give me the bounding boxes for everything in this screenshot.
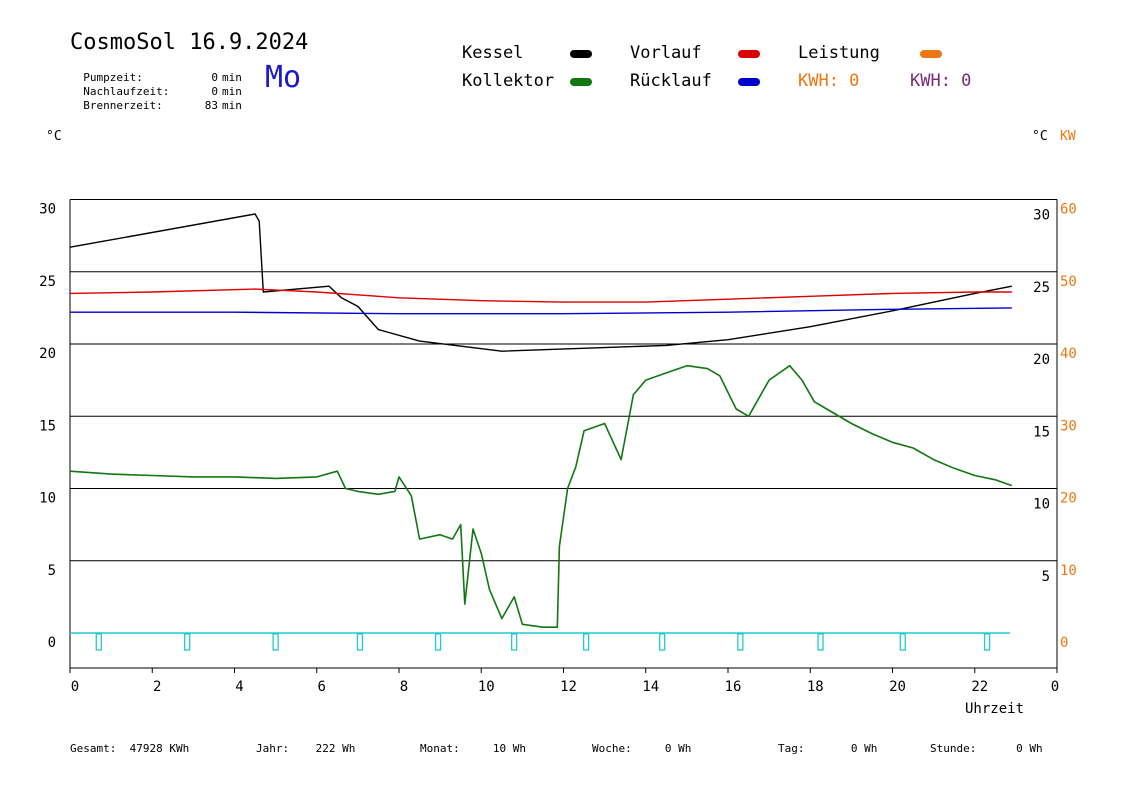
legend-kollektor-label: Kollektor (462, 71, 555, 91)
y-tick-label-right: 10 (1033, 497, 1050, 513)
y-tick-label-right: 25 (1033, 280, 1050, 296)
y-tick-label-kw: 40 (1060, 346, 1077, 362)
footer-label: Tag: (778, 742, 805, 755)
y-tick-label-right: 5 (1042, 569, 1050, 585)
footer-value: 47928 KWh (129, 742, 190, 755)
pump-marker (899, 633, 906, 651)
legend-ruecklauf-swatch (738, 78, 760, 86)
pump-marker (356, 633, 364, 651)
pump-marker (983, 633, 991, 651)
x-tick-label: 16 (725, 679, 742, 695)
stat-pumpzeit: Pumpzeit: 0 min (70, 58, 242, 84)
footer-monat: Monat: 10 Wh (420, 742, 526, 755)
y-tick-label: 15 (39, 418, 56, 434)
stat-label: Brennerzeit: (83, 99, 163, 112)
pump-marker (817, 633, 824, 651)
x-tick-label: 8 (400, 679, 408, 695)
y-tick-label: 25 (39, 274, 56, 290)
legend-ruecklauf-label: Rücklauf (630, 71, 712, 91)
legend-vorlauf-swatch (738, 50, 760, 58)
footer-value: 0 Wh (1016, 742, 1043, 755)
stat-value: 0 (211, 85, 218, 98)
x-tick-label: 18 (807, 679, 824, 695)
footer-value: 10 Wh (492, 742, 526, 755)
right-axis-unit-kw: KW (1060, 129, 1076, 144)
pump-marker (582, 633, 590, 651)
x-tick-label: 0 (1051, 679, 1059, 695)
y-tick-label-right: 15 (1033, 424, 1050, 440)
pump-marker (184, 633, 191, 651)
footer-jahr: Jahr: 222 Wh (256, 742, 355, 755)
stat-nachlaufzeit: Nachlaufzeit: 0 min (70, 72, 242, 98)
footer-woche: Woche: 0 Wh (592, 742, 691, 755)
x-tick-label: 6 (318, 679, 326, 695)
footer-label: Woche: (592, 742, 632, 755)
legend-kessel-swatch (570, 50, 592, 58)
x-tick-label: 0 (71, 679, 79, 695)
left-axis-unit: °C (46, 129, 62, 144)
stat-unit: min (222, 71, 242, 84)
pump-marker (659, 633, 666, 651)
stat-unit: min (222, 85, 242, 98)
stat-label: Nachlaufzeit: (83, 85, 170, 98)
x-tick-label: 20 (889, 679, 906, 695)
stat-label: Pumpzeit: (83, 71, 143, 84)
pump-marker (95, 633, 102, 651)
y-tick-label-kw: 10 (1060, 563, 1077, 579)
y-tick-label-right: 20 (1033, 352, 1050, 368)
legend-leistung-swatch (920, 50, 942, 58)
legend-vorlauf-label: Vorlauf (630, 43, 702, 63)
chart-title: CosmoSol 16.9.2024 (70, 30, 309, 55)
x-tick-label: 2 (153, 679, 161, 695)
x-tick-label: 22 (971, 679, 988, 695)
stat-value: 83 (204, 99, 218, 112)
pump-marker (434, 633, 442, 651)
y-tick-label: 5 (48, 563, 56, 579)
legend-leistung-label: Leistung (798, 43, 880, 63)
y-tick-label-kw: 20 (1060, 491, 1077, 507)
y-tick-label-right: 30 (1033, 208, 1050, 224)
y-tick-label-kw: 0 (1060, 635, 1068, 651)
footer-gesamt: Gesamt: 47928 KWh (70, 742, 189, 755)
pump-marker (510, 633, 518, 651)
footer-value: 222 Wh (315, 742, 356, 755)
y-tick-label-kw: 60 (1060, 202, 1077, 218)
stat-value: 0 (211, 71, 218, 84)
x-tick-label: 10 (478, 679, 495, 695)
y-tick-label: 0 (48, 635, 56, 651)
footer-label: Monat: (420, 742, 460, 755)
pump-marker (272, 633, 279, 651)
footer-label: Gesamt: (70, 742, 117, 755)
x-tick-label: 14 (642, 679, 659, 695)
right-axis-unit: °C (1032, 129, 1048, 144)
footer-label: Stunde: (930, 742, 977, 755)
legend-kwh-purple: KWH: 0 (910, 71, 972, 91)
legend-kwh-orange: KWH: 0 (798, 71, 860, 91)
y-tick-label: 10 (39, 491, 56, 507)
weekday-label: Mo (265, 60, 302, 95)
y-tick-label-kw: 30 (1060, 418, 1077, 434)
series-line-vorlauf (69, 288, 1012, 303)
y-tick-label-kw: 50 (1060, 274, 1077, 290)
footer-value: 0 Wh (850, 742, 878, 755)
stat-brennerzeit: Brennerzeit: 83 min (70, 86, 242, 112)
x-axis-label: Uhrzeit (965, 701, 1025, 717)
footer-label: Jahr: (256, 742, 290, 755)
x-tick-label: 12 (560, 679, 577, 695)
x-tick-label: 4 (235, 679, 243, 695)
y-tick-label: 20 (39, 346, 56, 362)
pump-marker (737, 633, 744, 651)
footer-tag: Tag: 0 Wh (778, 742, 877, 755)
y-tick-label: 30 (39, 202, 56, 218)
legend-kollektor-swatch (570, 78, 592, 86)
legend-kessel-label: Kessel (462, 43, 524, 63)
footer-value: 0 Wh (664, 742, 692, 755)
series-line-ruecklauf (70, 307, 1012, 315)
series-line-kessel (69, 213, 1012, 352)
footer-stunde: Stunde: 0 Wh (930, 742, 1043, 755)
stat-unit: min (222, 99, 242, 112)
series-line-kollektor (69, 364, 1013, 629)
